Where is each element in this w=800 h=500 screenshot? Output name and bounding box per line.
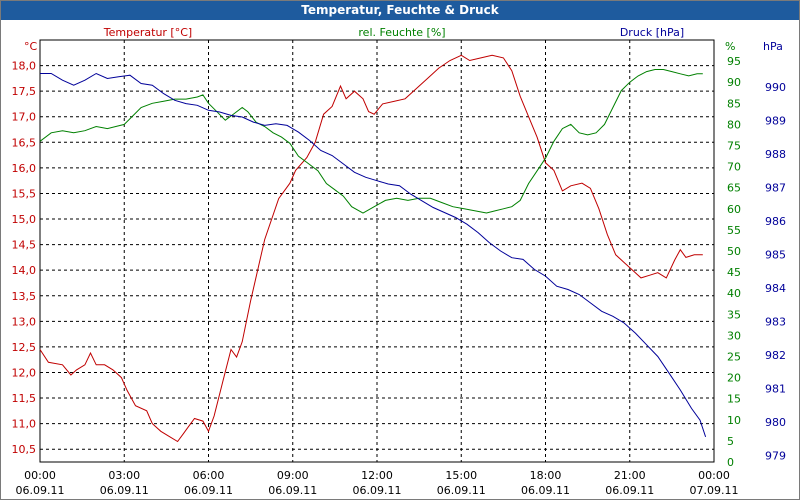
humidity-tick-label: 40 (727, 287, 741, 300)
temperature-tick-label: 18,0 (12, 60, 37, 73)
humidity-tick-label: 75 (727, 140, 741, 153)
pressure-tick-label: 986 (765, 215, 786, 228)
temperature-unit-label: °C (24, 40, 38, 53)
humidity-tick-label: 5 (727, 435, 734, 448)
temperature-tick-label: 12,5 (12, 341, 37, 354)
pressure-tick-label: 984 (765, 282, 786, 295)
temperature-tick-label: 12,0 (12, 366, 37, 379)
series-lines (39, 54, 707, 443)
plot-area-border (39, 39, 715, 463)
x-tick-date: 07.09.11 (690, 484, 739, 497)
humidity-tick-label: 55 (727, 224, 741, 237)
temperature-tick-label: 13,0 (12, 315, 37, 328)
humidity-tick-label: 10 (727, 414, 741, 427)
temperature-tick-label: 11,5 (12, 392, 37, 405)
pressure-tick-label: 990 (765, 81, 786, 94)
x-tick-time: 09:00 (277, 469, 309, 482)
pressure-unit-label: hPa (763, 40, 783, 53)
x-tick-date: 06.09.11 (268, 484, 317, 497)
pressure-tick-label: 983 (765, 315, 786, 328)
series-name-temperature: Temperatur [°C] (103, 26, 192, 39)
temperature-tick-label: 14,5 (12, 239, 37, 252)
x-tick-date: 06.09.11 (16, 484, 65, 497)
humidity-tick-label: 30 (727, 329, 741, 342)
humidity-tick-label: 0 (727, 456, 734, 469)
x-tick-date: 06.09.11 (184, 484, 233, 497)
x-tick-time: 03:00 (108, 469, 140, 482)
x-tick-date: 06.09.11 (437, 484, 486, 497)
series-line-temperature (39, 54, 703, 443)
temperature-tick-label: 15,5 (12, 187, 37, 200)
x-tick-time: 15:00 (445, 469, 477, 482)
series-headers: Temperatur [°C] rel. Feuchte [%] Druck [hP… (103, 26, 684, 39)
x-tick-time: 00:00 (698, 469, 730, 482)
humidity-tick-label: 85 (727, 97, 741, 110)
series-name-pressure: Druck [hPa] (620, 26, 684, 39)
temperature-tick-label: 14,0 (12, 264, 37, 277)
temperature-tick-label: 16,5 (12, 136, 37, 149)
x-tick-date: 06.09.11 (353, 484, 402, 497)
humidity-tick-label: 25 (727, 351, 741, 364)
pressure-tick-label: 981 (765, 382, 786, 395)
humidity-tick-label: 65 (727, 182, 741, 195)
temperature-tick-label: 16,0 (12, 162, 37, 175)
humidity-tick-label: 95 (727, 55, 741, 68)
x-tick-time: 00:00 (24, 469, 56, 482)
series-name-humidity: rel. Feuchte [%] (358, 26, 445, 39)
pressure-tick-label: 982 (765, 349, 786, 362)
x-tick-date: 06.09.11 (100, 484, 149, 497)
temperature-tick-label: 17,5 (12, 85, 37, 98)
temperature-tick-label: 10,5 (12, 443, 37, 456)
x-tick-date: 06.09.11 (521, 484, 570, 497)
temperature-tick-label: 17,0 (12, 111, 37, 124)
series-line-humidity (39, 69, 703, 214)
axis-labels: 10,5 11,0 11,5 12,0 12,5 13,0 13,5 14,0 14,5 15,0… (12, 40, 787, 497)
humidity-tick-label: 80 (727, 118, 741, 131)
x-tick-time: 06:00 (193, 469, 225, 482)
humidity-tick-label: 45 (727, 266, 741, 279)
x-tick-time: 18:00 (530, 469, 562, 482)
humidity-tick-label: 70 (727, 161, 741, 174)
pressure-tick-label: 980 (765, 416, 786, 429)
x-tick-time: 12:00 (361, 469, 393, 482)
x-tick-time: 21:00 (614, 469, 646, 482)
humidity-tick-label: 60 (727, 203, 741, 216)
pressure-tick-label: 988 (765, 148, 786, 161)
temperature-tick-label: 13,5 (12, 290, 37, 303)
humidity-unit-label: % (725, 40, 735, 53)
temperature-tick-label: 11,0 (12, 418, 37, 431)
series-line-pressure (40, 72, 707, 438)
pressure-tick-label: 987 (765, 181, 786, 194)
humidity-tick-label: 35 (727, 308, 741, 321)
window-title: Temperatur, Feuchte & Druck (1, 1, 799, 20)
temperature-tick-label: 15,0 (12, 213, 37, 226)
humidity-tick-label: 20 (727, 372, 741, 385)
humidity-tick-label: 50 (727, 245, 741, 258)
pressure-tick-label: 989 (765, 114, 786, 127)
pressure-tick-label: 979 (765, 449, 786, 462)
grid-lines (40, 40, 714, 462)
x-tick-date: 06.09.11 (605, 484, 654, 497)
humidity-tick-label: 15 (727, 393, 741, 406)
pressure-tick-label: 985 (765, 248, 786, 261)
humidity-tick-label: 90 (727, 76, 741, 89)
